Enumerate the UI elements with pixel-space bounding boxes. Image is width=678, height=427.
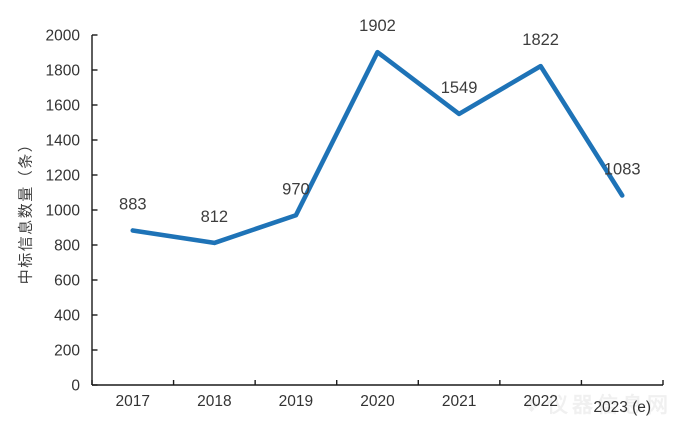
- x-tick-label: 2021: [442, 393, 476, 410]
- y-tick-label: 1400: [46, 133, 81, 150]
- data-point-label: 883: [119, 195, 147, 213]
- y-tick-label: 200: [54, 343, 80, 360]
- y-tick-label: 800: [54, 238, 80, 255]
- y-axis-title: 中标信息数量（条）: [17, 135, 35, 285]
- y-tick-label: 0: [71, 378, 80, 395]
- x-tick-label: 2023 (e): [593, 399, 651, 416]
- data-point-label: 812: [201, 208, 229, 226]
- y-tick-label: 400: [54, 308, 80, 325]
- x-tick-label: 2022: [523, 393, 557, 410]
- y-tick-label: 1200: [46, 168, 81, 185]
- data-point-label: 1822: [522, 31, 559, 49]
- x-tick-label: 2019: [279, 393, 313, 410]
- data-point-label: 970: [282, 180, 310, 198]
- data-point-label: 1902: [359, 17, 396, 35]
- x-tick-label: 2017: [116, 393, 150, 410]
- y-tick-label: 1000: [46, 203, 81, 220]
- y-tick-label: 600: [54, 273, 80, 290]
- y-tick-label: 1600: [46, 98, 81, 115]
- y-tick-label: 2000: [46, 28, 81, 45]
- x-tick-label: 2018: [197, 393, 231, 410]
- x-tick-label: 2020: [360, 393, 395, 410]
- y-tick-label: 1800: [46, 63, 81, 80]
- data-line: [130, 49, 625, 246]
- data-point-label: 1083: [604, 160, 641, 178]
- data-point-label: 1549: [441, 79, 478, 97]
